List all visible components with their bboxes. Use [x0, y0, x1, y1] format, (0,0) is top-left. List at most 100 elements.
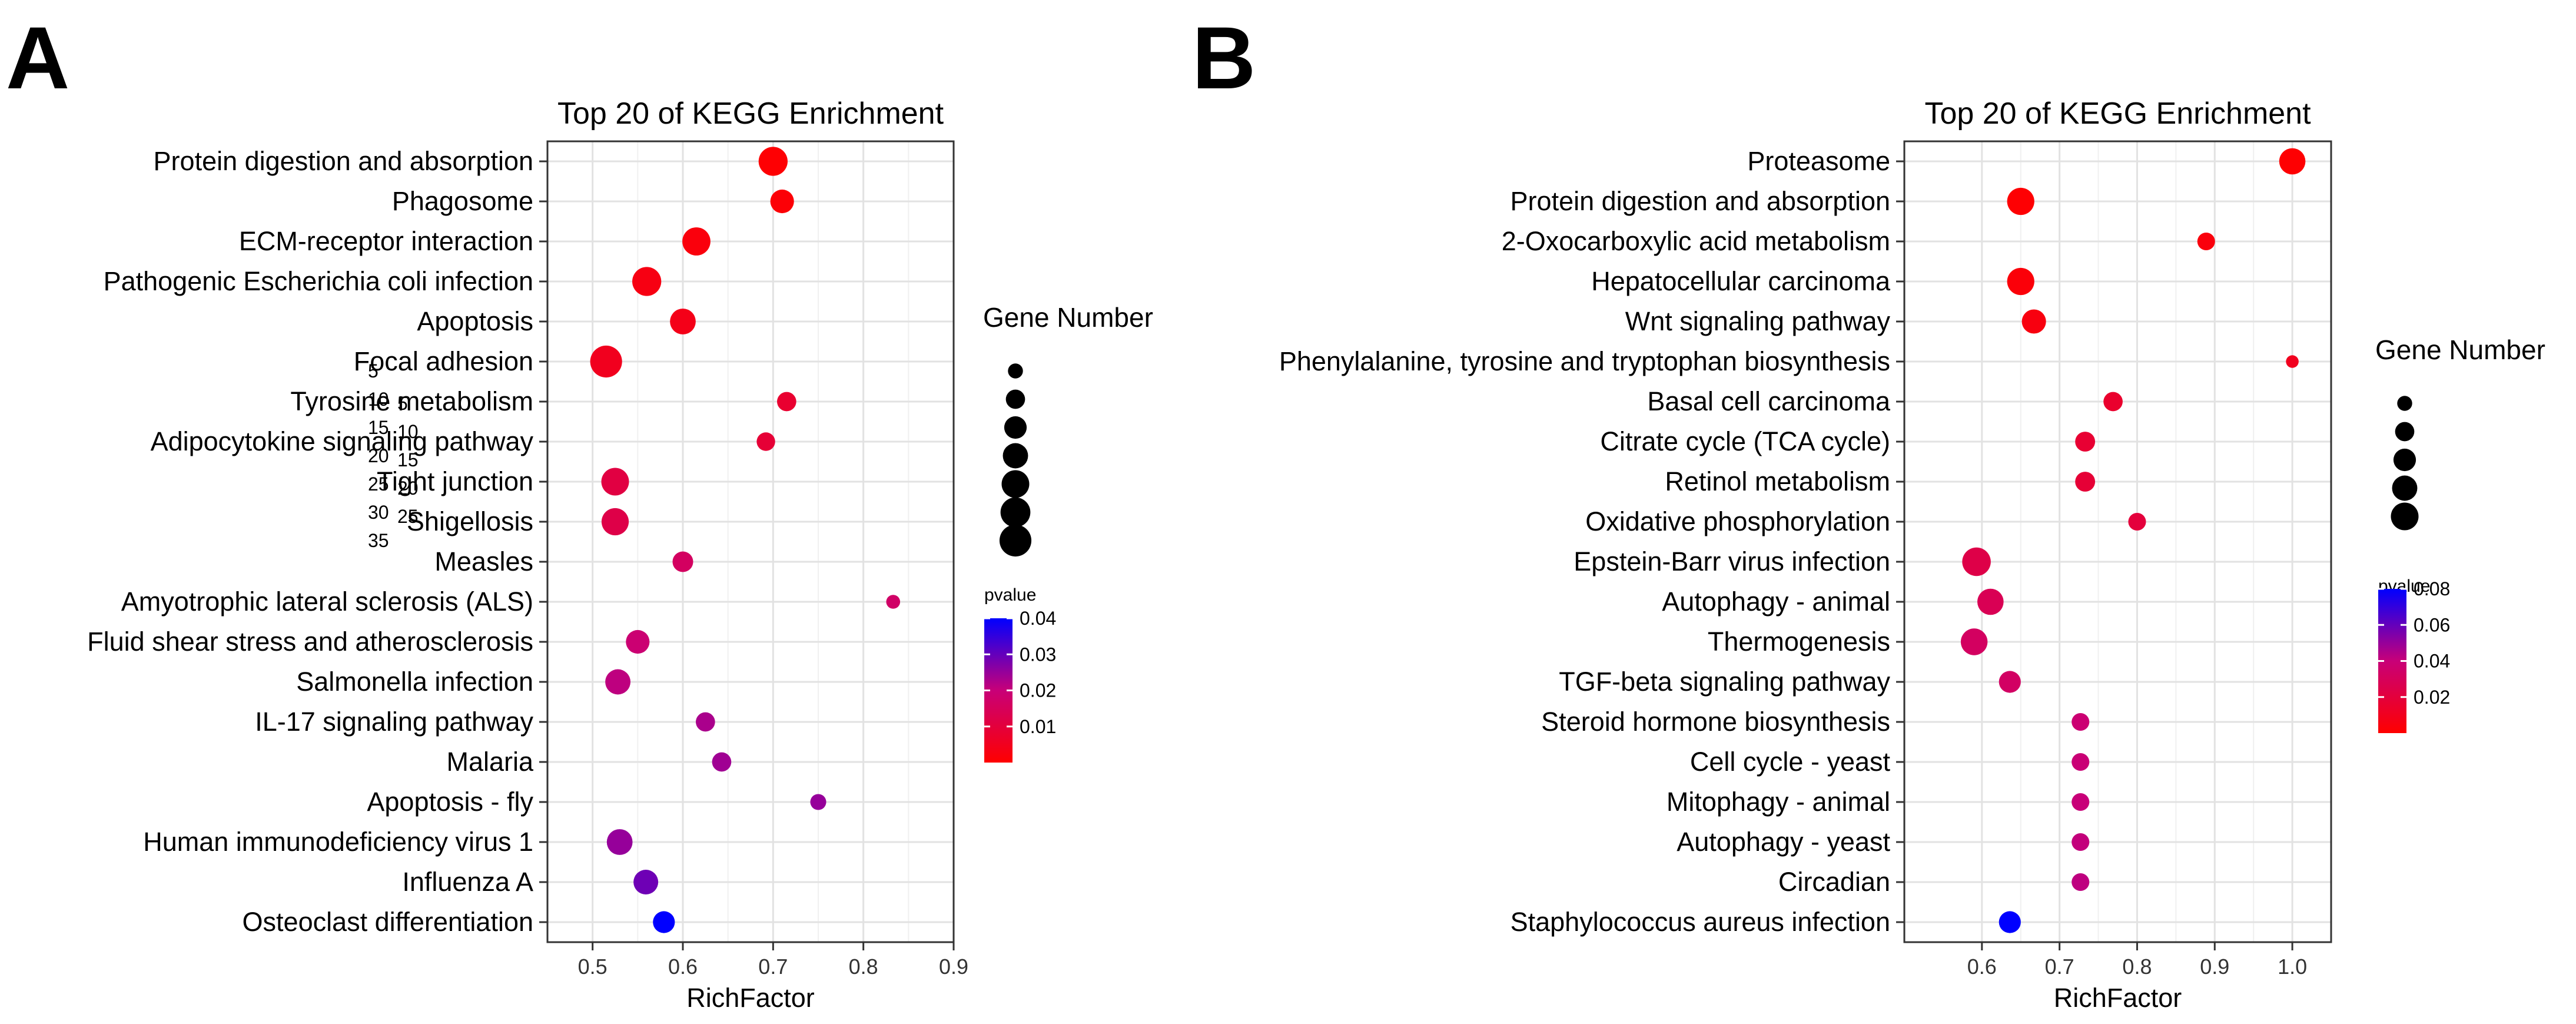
data-point	[601, 468, 629, 496]
chart-a: 0.5 0.6 0.7 0.8 0.9 Protein digestion and abs…	[87, 97, 1153, 1013]
data-point	[2075, 432, 2096, 452]
color-legend-label: 0.04	[2414, 651, 2450, 672]
data-point	[632, 267, 662, 296]
data-point	[2072, 753, 2090, 771]
y-category-label: Amyotrophic lateral sclerosis (ALS)	[121, 586, 533, 617]
size-legend-dot	[1001, 470, 1030, 498]
y-category-label: Citrate cycle (TCA cycle)	[1600, 426, 1890, 456]
y-category-label: Proteasome	[1747, 146, 1890, 176]
size-legend-dot	[1000, 497, 1031, 528]
x-tick-label: 0.9	[939, 955, 968, 979]
y-category-label: Epstein-Barr virus infection	[1574, 546, 1890, 576]
y-category-label: Wnt signaling pathway	[1625, 306, 1891, 336]
data-point	[2007, 267, 2034, 296]
data-point	[2021, 309, 2046, 334]
data-point	[886, 595, 901, 609]
data-point	[682, 227, 711, 256]
y-category-label: Autophagy - animal	[1662, 586, 1890, 617]
data-point	[2286, 355, 2299, 368]
data-point	[672, 551, 693, 572]
data-point	[601, 508, 629, 536]
y-category-label: Influenza A	[402, 867, 533, 897]
y-category-label: TGF-beta signaling pathway	[1559, 667, 1890, 697]
data-point	[712, 752, 732, 772]
size-legend-dot	[2397, 396, 2412, 411]
y-category-label: Phagosome	[392, 186, 533, 216]
y-category-label: 2-Oxocarboxylic acid metabolism	[1502, 226, 1890, 256]
y-category-label: Fluid shear stress and atherosclerosis	[87, 627, 533, 657]
data-point	[2072, 713, 2090, 731]
y-category-label: Apoptosis - fly	[367, 787, 533, 817]
y-category-label: Mitophagy - animal	[1667, 787, 1890, 817]
y-category-label: Circadian	[1778, 867, 1890, 897]
y-category-label: Cell cycle - yeast	[1690, 747, 1891, 777]
chart-title: Top 20 of KEGG Enrichment	[557, 97, 944, 131]
size-legend-dot	[2393, 448, 2416, 472]
size-legend-label: 35	[368, 530, 389, 551]
data-point	[756, 432, 775, 451]
data-point	[2279, 148, 2306, 175]
y-category-label: Tight junction	[377, 466, 533, 496]
y-category-label: Oxidative phosphorylation	[1585, 506, 1890, 536]
data-point	[670, 309, 696, 334]
x-tick-label: 0.7	[758, 955, 788, 979]
data-point	[2072, 833, 2090, 851]
y-category-label: Salmonella infection	[296, 667, 533, 697]
plot-border	[546, 140, 955, 943]
size-legend-dot	[1008, 363, 1023, 379]
size-legend-label: 20	[368, 445, 389, 466]
y-category-label: Adipocytokine signaling pathway	[151, 426, 534, 456]
y-category-label: Staphylococcus aureus infection	[1511, 907, 1890, 937]
y-category-label: ECM-receptor interaction	[239, 226, 533, 256]
y-category-label: Shigellosis	[407, 506, 533, 536]
y-category-label: Protein digestion and absorption	[1511, 186, 1890, 216]
data-point	[1999, 911, 2021, 933]
data-point	[1962, 547, 1991, 576]
color-legend-label: 0.02	[2414, 687, 2450, 708]
y-category-label: Focal adhesion	[354, 346, 533, 376]
data-point	[2128, 512, 2146, 531]
plot-background	[547, 141, 954, 942]
size-legend-dot	[2392, 475, 2418, 501]
color-legend-label: 0.02	[1020, 680, 1056, 701]
y-category-label: Apoptosis	[417, 306, 533, 336]
x-axis-label: RichFactor	[686, 983, 815, 1013]
data-point	[626, 629, 650, 654]
data-point	[605, 669, 631, 695]
x-tick-label: 0.9	[2200, 955, 2229, 979]
chart-b: 0.6 0.7 0.8 0.9 1.0 Proteasome Protein digesti…	[397, 97, 2545, 1013]
color-legend-label: 0.08	[2414, 578, 2450, 599]
y-category-label: Hepatocellular carcinoma	[1591, 266, 1891, 296]
x-tick-label: 0.6	[1967, 955, 1997, 979]
data-point	[777, 392, 796, 412]
y-category-label: Thermogenesis	[1708, 627, 1890, 657]
x-tick-label: 0.8	[2122, 955, 2152, 979]
y-category-label: Osteoclast differentiation	[243, 907, 533, 937]
y-category-label: Phenylalanine, tyrosine and tryptophan b…	[1279, 346, 1890, 376]
size-legend-title: Gene Number	[983, 302, 1153, 333]
data-point	[696, 712, 715, 732]
size-legend-dot	[1002, 443, 1028, 469]
size-legend-dot	[1005, 389, 1025, 409]
data-point	[653, 911, 675, 933]
plot-background	[1904, 141, 2331, 942]
y-category-label: Human immunodeficiency virus 1	[143, 827, 533, 857]
y-category-label: Pathogenic Escherichia coli infection	[104, 266, 533, 296]
size-legend-label: 10	[397, 421, 419, 442]
panel-letter-b: B	[1192, 8, 1256, 107]
x-tick-label: 1.0	[2278, 955, 2307, 979]
color-legend-title: pvalue	[984, 585, 1036, 605]
data-point	[1960, 628, 1988, 655]
x-tick-label: 0.8	[849, 955, 878, 979]
chart-title: Top 20 of KEGG Enrichment	[1924, 97, 2311, 131]
data-point	[810, 794, 826, 810]
data-point	[770, 189, 794, 214]
data-point	[633, 870, 659, 894]
data-point	[2072, 793, 2090, 811]
size-legend-title: Gene Number	[2375, 334, 2545, 365]
y-category-label: IL-17 signaling pathway	[255, 707, 533, 737]
size-legend-label: 25	[397, 506, 419, 527]
color-legend-label: 0.03	[1020, 644, 1056, 665]
y-category-label: Malaria	[446, 747, 534, 777]
